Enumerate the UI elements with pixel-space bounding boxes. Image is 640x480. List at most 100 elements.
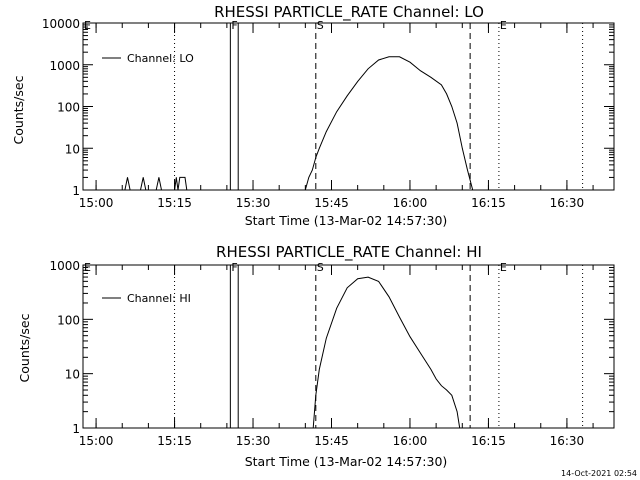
event-marker-label: F [231,261,237,274]
x-tick-label: 16:30 [550,434,585,448]
data-point [357,81,359,82]
x-tick-label: 15:15 [157,196,192,210]
y-tick-label: 1 [72,184,80,198]
y-tick-label: 10 [65,142,80,156]
data-point [142,177,144,178]
y-tick-label: 1000 [49,259,80,273]
plot-frame [82,22,615,191]
x-axis-label: Start Time (13-Mar-02 14:57:30) [245,454,448,469]
data-point [326,131,327,132]
x-tick-label: 16:00 [393,196,428,210]
x-tick-label: 15:30 [236,196,271,210]
data-point [451,106,453,107]
data-point [155,189,157,191]
x-tick-label: 15:30 [236,434,271,448]
plot-frame [82,264,615,429]
event-marker-label: E [84,19,91,32]
x-tick-label: 15:00 [79,196,114,210]
data-point [184,177,186,178]
x-tick-label: 16:00 [393,434,428,448]
event-marker-label: S [317,19,324,32]
data-point [315,157,317,158]
x-tick-label: 15:45 [314,196,349,210]
data-point [176,177,177,178]
data-point [420,70,421,71]
generation-timestamp: 14-Oct-2021 02:54 [561,469,637,478]
data-point [451,395,453,396]
data-point [420,352,421,354]
data-point [367,68,369,70]
y-tick-label: 100 [57,101,80,115]
event-marker-label: F [231,19,237,32]
event-marker-label: S [317,261,324,274]
data-point [367,276,369,278]
data-point [456,411,458,412]
event-marker-label: E [500,261,507,274]
data-point [388,56,390,58]
data-point [127,177,128,178]
data-point [161,189,162,191]
data-point [446,389,447,391]
x-axis-label: Start Time (13-Mar-02 14:57:30) [245,213,448,228]
data-point [186,189,188,191]
legend-label: Channel: LO [127,52,194,65]
data-point [462,148,463,149]
data-point [378,281,379,282]
data-point [467,169,468,171]
data-point [459,427,461,429]
data-point [346,95,348,97]
data-point [346,287,348,289]
data-point [430,77,432,78]
data-point [124,189,126,191]
data-point [409,61,411,63]
data-point [441,84,442,86]
data-point [319,369,320,370]
data-point [174,189,175,191]
data-point [315,395,317,396]
data-point [456,122,458,124]
data-point [140,189,141,191]
y-tick-label: 10 [65,368,80,382]
x-tick-label: 15:45 [314,434,349,448]
data-point [336,111,338,112]
data-point [145,189,147,191]
data-point [388,296,390,298]
y-tick-label: 1000 [49,59,80,73]
x-tick-label: 15:15 [157,434,192,448]
x-tick-label: 16:15 [471,434,506,448]
lo-channel-panel: RHESSI PARTICLE_RATE Channel: LO Start T… [11,3,615,228]
data-point [472,189,474,191]
data-point [177,189,179,191]
data-point [326,337,327,339]
data-point [446,93,447,95]
data-point [430,369,432,370]
data-point [158,177,160,178]
data-point [179,177,181,178]
data-point [319,148,320,149]
data-point [409,336,411,338]
data-point [435,378,437,380]
event-marker-label: E [500,19,507,32]
x-tick-label: 15:00 [79,434,114,448]
y-tick-label: 100 [57,313,80,327]
chart-title: RHESSI PARTICLE_RATE Channel: LO [214,3,484,22]
data-point [312,427,314,429]
data-point [441,385,442,387]
legend-label: Channel: HI [127,292,191,305]
data-point [312,169,313,171]
y-axis-label: Counts/sec [11,75,26,144]
data-point [399,56,400,58]
data-point [357,278,359,280]
data-point [129,189,131,191]
y-tick-label: 10000 [42,17,80,31]
series-line [312,276,461,429]
hi-channel-panel: RHESSI PARTICLE_RATE Channel: HI Start T… [17,243,615,469]
data-point [399,316,400,318]
x-tick-label: 16:15 [471,196,506,210]
y-tick-label: 1 [72,422,80,436]
series-line [124,56,474,191]
data-point [305,189,306,191]
data-point [378,59,379,61]
x-tick-label: 16:30 [550,196,585,210]
